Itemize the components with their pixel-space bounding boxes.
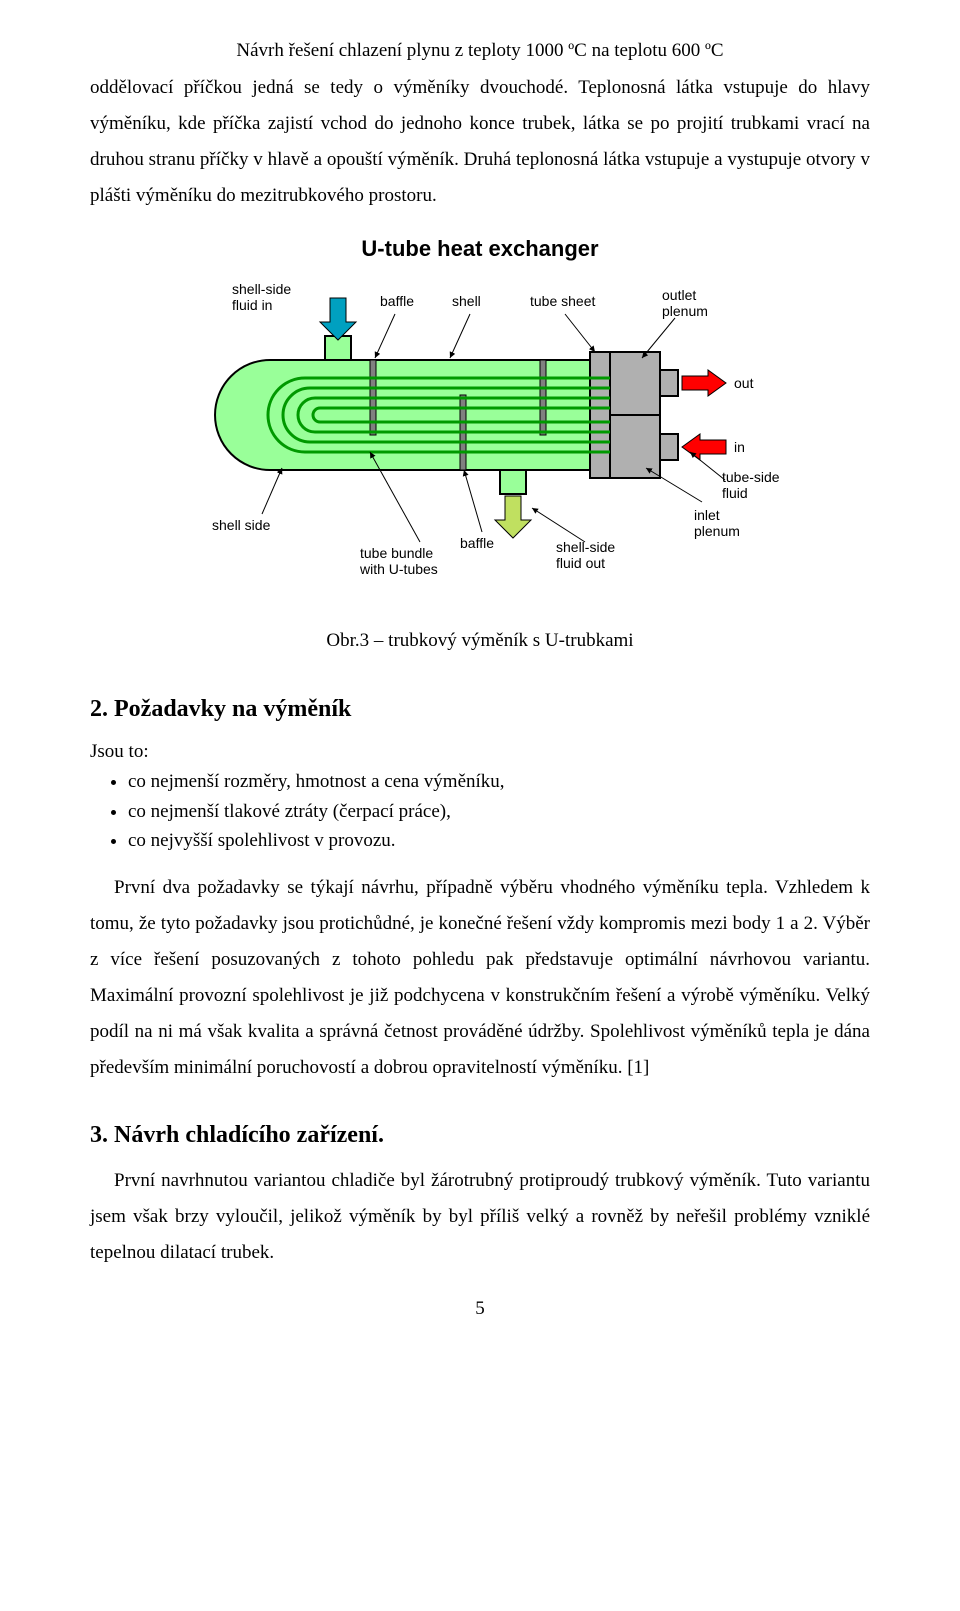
label: tube bundle [360, 545, 433, 561]
label: fluid in [232, 297, 272, 313]
figure-block: U-tube heat exchanger [90, 236, 870, 590]
label: fluid out [556, 555, 605, 571]
list-item: co nejmenší rozměry, hmotnost a cena vým… [128, 767, 870, 796]
heat-exchanger-diagram: shell-side fluid in baffle shell tube sh… [170, 270, 790, 590]
label: in [734, 439, 745, 455]
section-heading-requirements: 2. Požadavky na výměník [90, 696, 870, 723]
design-paragraph: První navrhnutou variantou chladiče byl … [90, 1163, 870, 1271]
page-header: Návrh řešení chlazení plynu z teploty 10… [90, 40, 870, 62]
label: shell-side [232, 281, 291, 297]
figure-title: U-tube heat exchanger [90, 236, 870, 262]
label: out [734, 375, 754, 391]
label: inlet [694, 507, 720, 523]
requirements-paragraph: První dva požadavky se týkají návrhu, př… [90, 870, 870, 1087]
label: baffle [380, 293, 414, 309]
label: plenum [694, 523, 740, 539]
intro-paragraph: oddělovací příčkou jedná se tedy o výměn… [90, 70, 870, 214]
label: fluid [722, 485, 748, 501]
requirement-list: co nejmenší rozměry, hmotnost a cena vým… [90, 767, 870, 855]
figure-caption: Obr.3 – trubkový výměník s U-trubkami [90, 630, 870, 652]
label: baffle [460, 535, 494, 551]
label: shell [452, 293, 481, 309]
section-heading-design: 3. Návrh chladícího zařízení. [90, 1122, 870, 1149]
page-number: 5 [90, 1298, 870, 1320]
label: tube sheet [530, 293, 595, 309]
label: shell side [212, 517, 271, 533]
list-item: co nejmenší tlakové ztráty (čerpací prác… [128, 797, 870, 826]
req-lead: Jsou to: [90, 741, 870, 763]
label: plenum [662, 303, 708, 319]
label: shell-side [556, 539, 615, 555]
label: with U-tubes [359, 561, 438, 577]
list-item: co nejvyšší spolehlivost v provozu. [128, 826, 870, 855]
label: outlet [662, 287, 696, 303]
label: tube-side [722, 469, 780, 485]
